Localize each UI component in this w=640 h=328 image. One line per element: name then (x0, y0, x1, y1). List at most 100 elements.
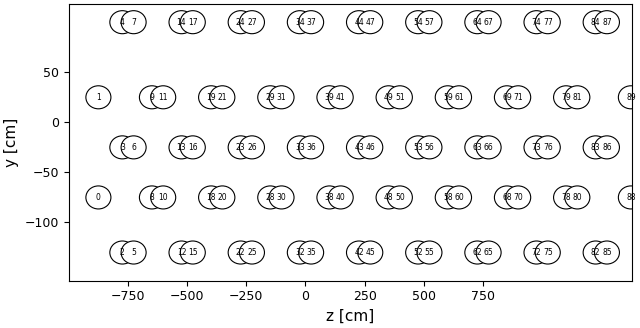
Ellipse shape (150, 186, 176, 209)
Text: 40: 40 (336, 193, 346, 202)
Text: 1: 1 (96, 93, 100, 102)
Ellipse shape (287, 11, 312, 34)
Text: 55: 55 (424, 248, 435, 257)
Ellipse shape (465, 11, 490, 34)
Ellipse shape (346, 136, 372, 159)
Text: 29: 29 (266, 93, 275, 102)
Ellipse shape (140, 186, 164, 209)
Text: 21: 21 (218, 93, 227, 102)
Ellipse shape (406, 11, 431, 34)
Ellipse shape (476, 241, 501, 264)
Ellipse shape (228, 241, 253, 264)
Text: 46: 46 (365, 143, 375, 152)
Text: 84: 84 (591, 18, 600, 27)
Ellipse shape (417, 241, 442, 264)
Text: 80: 80 (573, 193, 582, 202)
Text: 54: 54 (413, 18, 423, 27)
Text: 26: 26 (247, 143, 257, 152)
Ellipse shape (180, 241, 205, 264)
Ellipse shape (169, 241, 194, 264)
Text: 4: 4 (120, 18, 125, 27)
Ellipse shape (417, 11, 442, 34)
Text: 28: 28 (266, 193, 275, 202)
Text: 57: 57 (424, 18, 435, 27)
Ellipse shape (535, 11, 560, 34)
Text: 77: 77 (543, 18, 553, 27)
Ellipse shape (495, 86, 520, 109)
Text: 18: 18 (206, 193, 216, 202)
Ellipse shape (465, 136, 490, 159)
Text: 22: 22 (236, 248, 245, 257)
Text: 47: 47 (365, 18, 375, 27)
Ellipse shape (239, 241, 264, 264)
Ellipse shape (346, 241, 372, 264)
Ellipse shape (535, 241, 560, 264)
Ellipse shape (358, 136, 383, 159)
Ellipse shape (524, 241, 549, 264)
Ellipse shape (565, 186, 590, 209)
Text: 75: 75 (543, 248, 553, 257)
Text: 45: 45 (365, 248, 375, 257)
Text: 17: 17 (188, 18, 198, 27)
Text: 79: 79 (561, 93, 571, 102)
Text: 66: 66 (484, 143, 493, 152)
Text: 35: 35 (306, 248, 316, 257)
Text: 20: 20 (218, 193, 227, 202)
Ellipse shape (376, 186, 401, 209)
Ellipse shape (228, 136, 253, 159)
Text: 2: 2 (120, 248, 125, 257)
Ellipse shape (524, 136, 549, 159)
Text: 82: 82 (591, 248, 600, 257)
Ellipse shape (447, 186, 472, 209)
Ellipse shape (258, 186, 283, 209)
Ellipse shape (595, 241, 620, 264)
Text: 76: 76 (543, 143, 553, 152)
Text: 7: 7 (131, 18, 136, 27)
Text: 16: 16 (188, 143, 198, 152)
Text: 0: 0 (96, 193, 101, 202)
Text: 68: 68 (502, 193, 512, 202)
Text: 6: 6 (131, 143, 136, 152)
Ellipse shape (121, 11, 146, 34)
Ellipse shape (198, 86, 223, 109)
Ellipse shape (358, 11, 383, 34)
Text: 19: 19 (206, 93, 216, 102)
Text: 37: 37 (306, 18, 316, 27)
Ellipse shape (169, 11, 194, 34)
Text: 81: 81 (573, 93, 582, 102)
Text: 58: 58 (443, 193, 452, 202)
Text: 5: 5 (131, 248, 136, 257)
Ellipse shape (495, 186, 520, 209)
Text: 41: 41 (336, 93, 346, 102)
Text: 87: 87 (602, 18, 612, 27)
Ellipse shape (346, 11, 372, 34)
Ellipse shape (258, 86, 283, 109)
Text: 24: 24 (236, 18, 246, 27)
Text: 53: 53 (413, 143, 423, 152)
Ellipse shape (583, 241, 608, 264)
Text: 14: 14 (177, 18, 186, 27)
Ellipse shape (210, 186, 235, 209)
Ellipse shape (110, 241, 135, 264)
Text: 38: 38 (324, 193, 334, 202)
Text: 71: 71 (513, 93, 523, 102)
Ellipse shape (299, 136, 324, 159)
Ellipse shape (121, 241, 146, 264)
Ellipse shape (376, 86, 401, 109)
Text: 67: 67 (484, 18, 493, 27)
Text: 39: 39 (324, 93, 334, 102)
Ellipse shape (228, 11, 253, 34)
Text: 25: 25 (247, 248, 257, 257)
Text: 23: 23 (236, 143, 246, 152)
Text: 36: 36 (306, 143, 316, 152)
Text: 27: 27 (247, 18, 257, 27)
Ellipse shape (554, 186, 579, 209)
Text: 65: 65 (484, 248, 493, 257)
Text: 3: 3 (120, 143, 125, 152)
Ellipse shape (110, 11, 135, 34)
Text: 51: 51 (395, 93, 404, 102)
Ellipse shape (198, 186, 223, 209)
Ellipse shape (387, 186, 412, 209)
Ellipse shape (121, 136, 146, 159)
Text: 11: 11 (159, 93, 168, 102)
